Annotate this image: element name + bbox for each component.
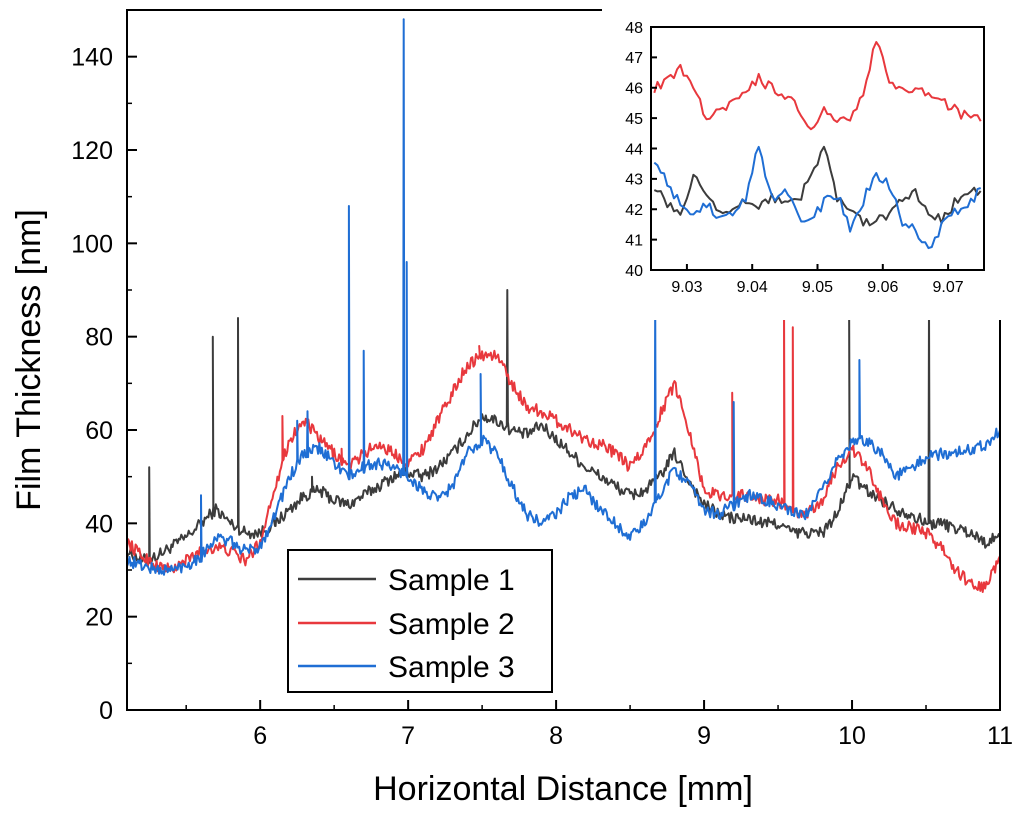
inset-x-tick-label: 9.07 [933,279,964,296]
main-y-tick-label: 140 [71,44,113,72]
main-series-line-sample-3 [127,18,1000,576]
inset-series-layer [653,41,982,250]
main-y-tick-label: 120 [71,137,113,165]
main-y-tick-label: 60 [85,417,113,445]
x-axis-title: Horizontal Distance [mm] [373,770,753,808]
inset-background [602,2,1008,320]
inset-y-tick-label: 43 [625,172,643,189]
main-series-layer [127,18,1000,593]
main-x-tick-label: 9 [697,722,711,750]
inset-y-tick-label: 40 [625,263,643,280]
inset-y-tick-label: 47 [625,50,643,67]
main-x-tick-label: 6 [253,722,267,750]
inset-series-clip [653,41,982,250]
main-y-tick-label: 20 [85,604,113,632]
inset-x-tick-label: 9.06 [867,279,898,296]
main-x-tick-label: 7 [401,722,415,750]
legend-label-sample-1: Sample 1 [388,564,515,597]
inset-series-line-sample-1 [653,145,982,227]
inset-y-tick-label: 45 [625,111,643,128]
inset-x-tick-label: 9.04 [737,279,768,296]
main-ticks-layer: 6 7 8 9 10 11 0 20 40 60 80 100 120 140 [71,44,1013,750]
y-axis-title: Film Thickness [nm] [10,209,48,511]
legend-label-sample-2: Sample 2 [388,608,515,641]
legend-label-sample-3: Sample 3 [388,651,515,684]
inset-y-tick-label: 42 [625,202,643,219]
inset-y-tick-label: 48 [625,20,643,37]
main-series-clip [127,18,1000,593]
main-plot-frame [126,9,1001,711]
main-y-tick-label: 40 [85,510,113,538]
main-chart: 6 7 8 9 10 11 0 20 40 60 80 100 120 140 Horizontal Di… [10,9,1013,808]
inset-x-tick-label: 9.03 [671,279,702,296]
inset-chart: 9.03 9.04 9.05 9.06 9.07 40 41 42 43 44 45 46 47 48 [602,2,1008,320]
main-x-tick-label: 10 [838,722,866,750]
legend: Sample 1 Sample 2 Sample 3 [287,549,553,693]
main-x-tick-label: 11 [987,722,1013,750]
main-y-tick-label: 80 [85,324,113,352]
legend-box [287,549,553,693]
inset-ticks-layer: 9.03 9.04 9.05 9.06 9.07 40 41 42 43 44 45 46 47 48 [625,20,964,296]
inset-y-tick-label: 41 [625,232,643,249]
inset-y-tick-label: 44 [625,141,643,158]
inset-series-line-sample-3 [653,145,982,250]
main-x-tick-label: 8 [549,722,563,750]
main-y-tick-label: 100 [71,230,113,258]
inset-series-line-sample-2 [653,41,982,131]
inset-y-tick-label: 46 [625,81,643,98]
main-series-line-sample-2 [127,298,1000,593]
main-y-tick-label: 0 [99,697,113,725]
inset-x-tick-label: 9.05 [802,279,833,296]
